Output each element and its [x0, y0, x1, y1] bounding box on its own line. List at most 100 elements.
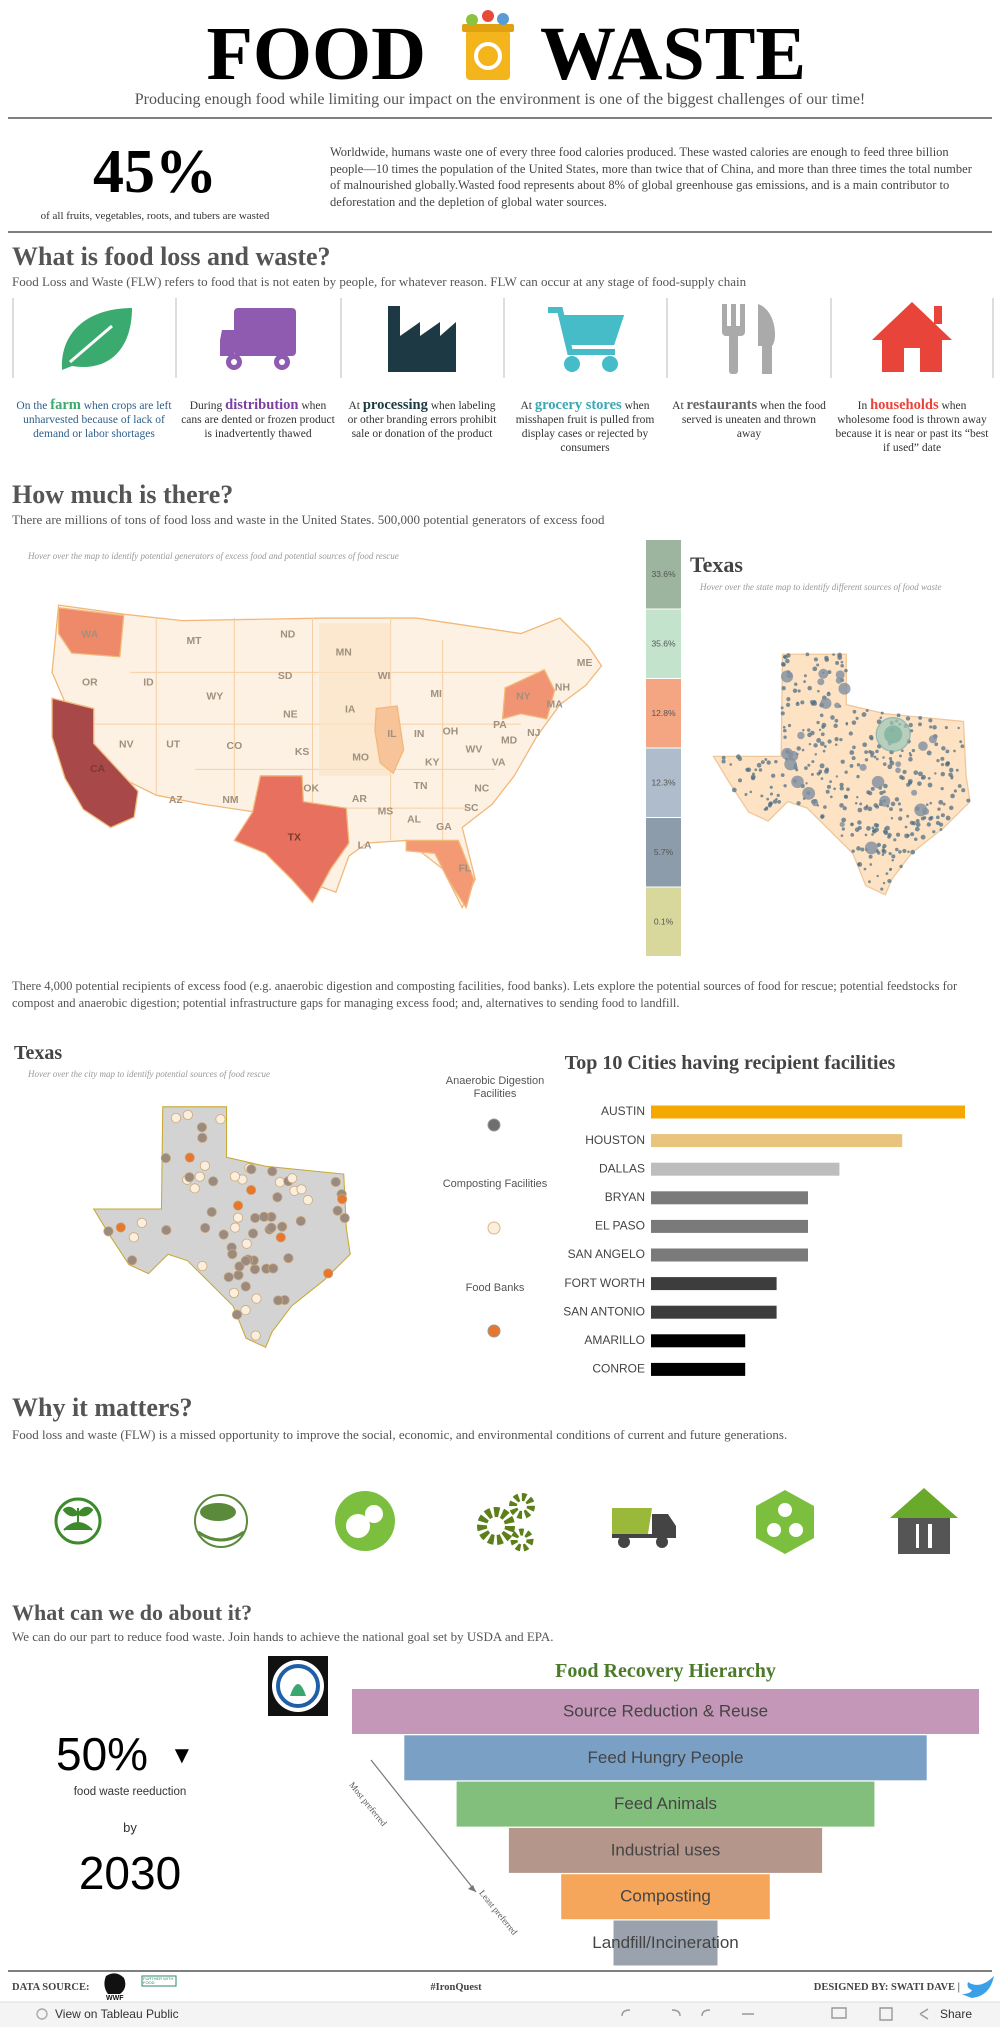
waste-dot — [918, 722, 922, 727]
truck-icon-part — [279, 359, 285, 365]
state-label: AZ — [169, 795, 184, 806]
state-label: OK — [303, 783, 319, 794]
facility-dot — [184, 1172, 195, 1183]
waste-dot — [873, 755, 877, 759]
food-icon-part — [346, 1514, 370, 1538]
state-label: IA — [345, 705, 356, 716]
share-button[interactable]: Share — [940, 2007, 973, 2021]
waste-dot — [863, 806, 868, 811]
truck-icon-part — [612, 1508, 652, 1534]
waste-dot — [813, 743, 818, 748]
stage-highlight: restaurants — [686, 397, 758, 413]
waste-dot — [915, 818, 920, 823]
description: Food loss and waste (FLW) is a missed op… — [12, 1427, 788, 1442]
state-label: SC — [464, 803, 479, 814]
waste-dot — [830, 715, 835, 720]
stat: 45% — [93, 138, 217, 206]
waste-dot — [953, 789, 957, 793]
factory-icon-part — [388, 306, 456, 372]
waste-dot — [832, 653, 835, 656]
waste-dot — [937, 807, 941, 811]
waste-dot — [948, 767, 954, 773]
cutlery-icon — [722, 304, 776, 374]
state-label: ID — [143, 677, 154, 688]
stage-suffix: when labeling or other branding errors p… — [347, 400, 497, 440]
bar — [651, 1162, 840, 1176]
heading: How much is there? — [12, 480, 234, 509]
waste-dot — [800, 700, 805, 705]
waste-dot — [945, 749, 950, 754]
tier-label: Industrial uses — [611, 1840, 721, 1859]
waste-dot — [927, 782, 933, 788]
waste-dot — [764, 758, 768, 761]
state-label: MD — [501, 736, 518, 747]
waste-dot — [826, 784, 831, 789]
tier-label: Landfill/Incineration — [592, 1933, 738, 1952]
stage-prefix: At — [520, 400, 532, 412]
waste-dot — [805, 782, 808, 785]
waste-dot — [864, 750, 869, 754]
waste-dot — [926, 750, 932, 756]
toolbar-icons-part — [621, 2007, 929, 2021]
waste-dot — [769, 792, 773, 796]
waste-dot — [839, 803, 844, 808]
waste-dot — [932, 725, 937, 730]
waste-dot — [807, 685, 812, 691]
waste-dot — [868, 749, 872, 754]
tier-label: Feed Hungry People — [588, 1748, 744, 1767]
waste-dot — [856, 774, 860, 779]
tier — [561, 1874, 770, 1920]
waste-dot — [879, 716, 883, 720]
truck-icon-part — [652, 1514, 676, 1538]
waste-dot — [948, 805, 954, 811]
share-cell — [646, 748, 681, 817]
cart-icon — [548, 307, 625, 372]
wildlife-icon — [194, 1494, 248, 1548]
waste-dot — [948, 772, 953, 777]
waste-dot — [932, 830, 936, 834]
facility-dot — [272, 1192, 283, 1203]
waste-dot — [888, 851, 892, 856]
share-label: 0.1% — [654, 917, 674, 927]
waste-dot — [829, 780, 833, 784]
us-map-part — [501, 668, 556, 720]
wildlife-icon-part — [194, 1494, 248, 1548]
waste-dot — [918, 741, 928, 751]
us-map-part — [318, 623, 391, 776]
designer: DESIGNED BY: SWATI DAVE | — [813, 1982, 960, 1993]
state-label: NY — [516, 692, 531, 703]
waste-dot — [807, 763, 811, 767]
view-link[interactable]: View on Tableau Public — [55, 2007, 179, 2021]
facility-dot — [194, 1171, 205, 1182]
waste-dot — [966, 798, 971, 803]
waste-dot — [940, 813, 945, 818]
waste-dot — [875, 749, 879, 754]
stage-highlight: processing — [362, 397, 428, 413]
waste-dot — [849, 764, 854, 768]
wildlife-icon-part — [197, 1530, 245, 1542]
map-note: Hover over the map to identify potential… — [28, 551, 399, 561]
waste-dot — [737, 778, 742, 783]
waste-dot — [797, 731, 805, 740]
waste-dot — [797, 689, 801, 693]
tier — [456, 1781, 875, 1827]
bar — [651, 1134, 903, 1148]
waste-dot — [869, 863, 873, 866]
waste-dot — [851, 849, 855, 853]
leaf-icon-part — [69, 324, 113, 364]
waste-dot — [721, 759, 726, 764]
truck-icon-part — [618, 1536, 630, 1548]
waste-dot — [881, 853, 885, 857]
waste-dot — [810, 730, 815, 736]
toolbar-icons — [36, 2007, 929, 2021]
facility-dot — [197, 1132, 208, 1143]
waste-dot — [857, 820, 862, 825]
waste-dot — [841, 827, 845, 831]
waste-dot — [907, 780, 913, 785]
bar — [651, 1105, 965, 1119]
recipients-paragraph: There 4,000 potential recipients of exce… — [12, 979, 958, 1010]
waste-dot — [818, 769, 823, 774]
facility-dot — [128, 1232, 139, 1243]
waste-dot — [840, 663, 844, 668]
waste-dot — [957, 726, 960, 730]
